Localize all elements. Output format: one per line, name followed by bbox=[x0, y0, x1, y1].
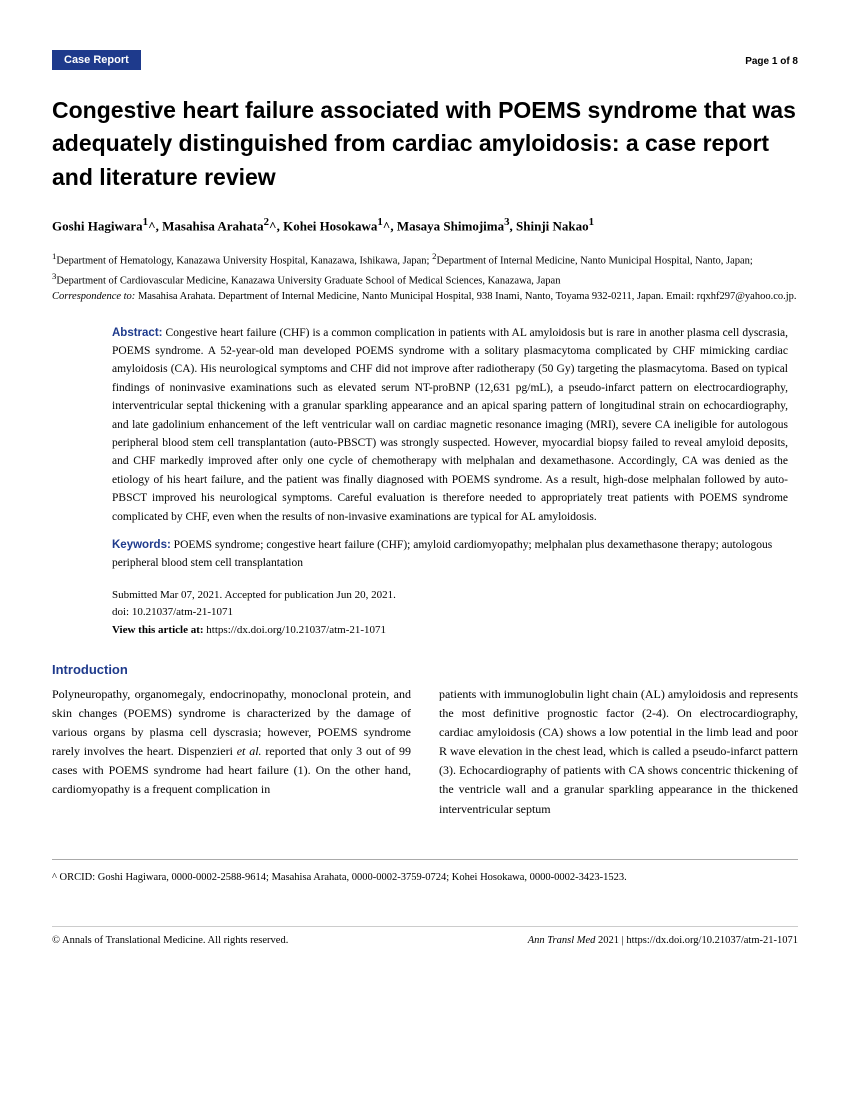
abstract-block: Abstract: Congestive heart failure (CHF)… bbox=[52, 324, 798, 640]
abstract-label: Abstract: bbox=[112, 327, 162, 339]
submission-info: Submitted Mar 07, 2021. Accepted for pub… bbox=[112, 587, 788, 640]
abstract-body: Congestive heart failure (CHF) is a comm… bbox=[112, 327, 788, 523]
footer-citation: Ann Transl Med 2021 | https://dx.doi.org… bbox=[528, 935, 798, 946]
column-left: Polyneuropathy, organomegaly, endocrinop… bbox=[52, 685, 411, 819]
view-label: View this article at: bbox=[112, 624, 204, 636]
submission-dates: Submitted Mar 07, 2021. Accepted for pub… bbox=[112, 587, 788, 605]
header-row: Case Report Page 1 of 8 bbox=[52, 50, 798, 70]
view-url: https://dx.doi.org/10.21037/atm-21-1071 bbox=[206, 624, 386, 636]
affiliations: 1Department of Hematology, Kanazawa Univ… bbox=[52, 250, 798, 306]
column-right: patients with immunoglobulin light chain… bbox=[439, 685, 798, 819]
footer-copyright: © Annals of Translational Medicine. All … bbox=[52, 935, 288, 946]
keywords-body: POEMS syndrome; congestive heart failure… bbox=[112, 539, 772, 569]
keywords-text: Keywords: POEMS syndrome; congestive hea… bbox=[112, 536, 788, 573]
authors-list: Goshi Hagiwara1^, Masahisa Arahata2^, Ko… bbox=[52, 214, 798, 236]
case-report-badge: Case Report bbox=[52, 50, 141, 70]
footer: © Annals of Translational Medicine. All … bbox=[52, 926, 798, 946]
abstract-text: Abstract: Congestive heart failure (CHF)… bbox=[112, 324, 788, 526]
body-columns: Polyneuropathy, organomegaly, endocrinop… bbox=[52, 685, 798, 819]
page-number: Page 1 of 8 bbox=[745, 56, 798, 67]
doi-line: doi: 10.21037/atm-21-1071 bbox=[112, 604, 788, 622]
orcid-note: ^ ORCID: Goshi Hagiwara, 0000-0002-2588-… bbox=[52, 859, 798, 886]
keywords-label: Keywords: bbox=[112, 539, 171, 551]
view-article-line: View this article at: https://dx.doi.org… bbox=[112, 622, 788, 640]
article-title: Congestive heart failure associated with… bbox=[52, 94, 798, 194]
introduction-heading: Introduction bbox=[52, 662, 798, 677]
